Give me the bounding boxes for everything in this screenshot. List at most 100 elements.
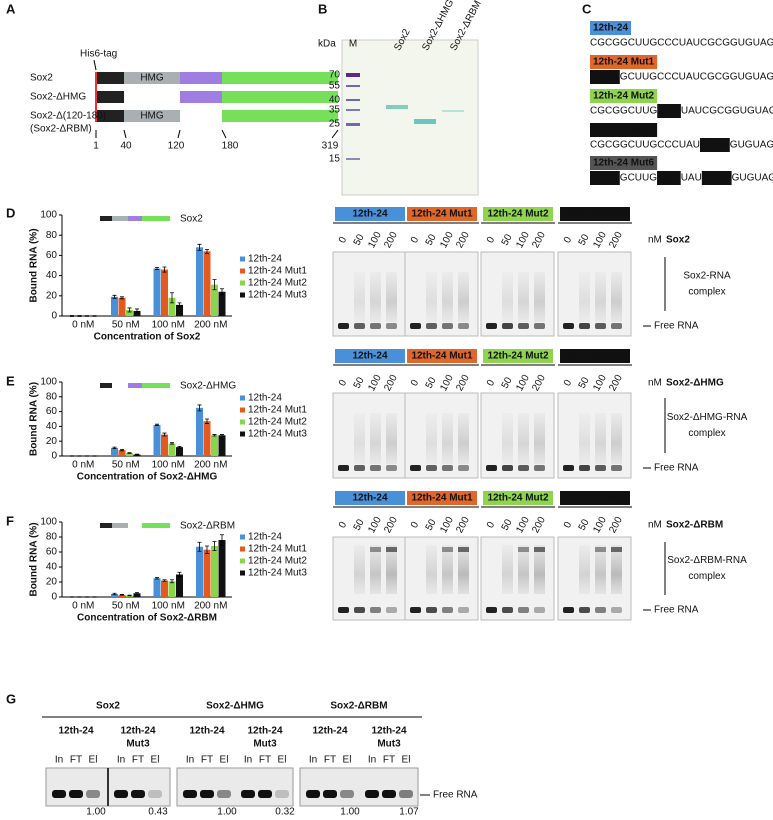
gel <box>176 767 294 807</box>
free-band <box>354 323 365 329</box>
probe-header: 12th-24 <box>352 209 387 220</box>
complex-smear <box>502 413 513 464</box>
lane-label: 50 <box>424 517 439 532</box>
gel <box>299 767 419 807</box>
lane-label: 0 <box>337 378 350 388</box>
quant-label: 0.32 <box>275 807 295 818</box>
schematic <box>112 216 128 221</box>
lane-label: El <box>402 755 411 766</box>
schematic <box>142 216 170 221</box>
complex-band <box>458 547 469 552</box>
legend-swatch <box>240 280 245 286</box>
free-band <box>458 323 469 329</box>
free-band <box>458 607 469 613</box>
complex-smear <box>386 545 397 594</box>
legend-swatch <box>240 534 245 540</box>
complex-smear <box>458 413 469 464</box>
error-bar <box>77 315 82 317</box>
legend-label: 12th-24 Mut3 <box>248 429 307 440</box>
lane-label: 100 <box>591 230 609 250</box>
sequence-name: 12th-24 <box>593 23 628 34</box>
free-band <box>426 323 437 329</box>
probe-header: 12th-24 Mut2 <box>487 493 549 504</box>
marker-size: 55 <box>329 81 341 92</box>
bar <box>118 594 126 597</box>
group-title: Sox2-ΔRBM <box>330 701 387 712</box>
rna-band <box>183 790 197 798</box>
complex-smear <box>579 272 590 322</box>
complex-smear <box>595 545 606 594</box>
lane-label: El <box>343 755 352 766</box>
complex-band <box>370 547 381 552</box>
protein-label: Sox2-ΔRBM <box>666 520 723 531</box>
probe-box <box>483 207 553 221</box>
bar <box>126 309 133 316</box>
error-bar <box>170 442 174 445</box>
quant-label: 1.00 <box>340 807 360 818</box>
probe-header: 12th-24 Mut3 <box>564 209 626 220</box>
lane-label: 0 <box>485 520 498 530</box>
name-box <box>590 55 658 69</box>
free-band <box>410 323 421 329</box>
lane-label: 50 <box>352 232 367 247</box>
bar <box>218 291 226 316</box>
x-tick-label: 50 nM <box>112 601 140 612</box>
x-axis-title: Concentration of Sox2-ΔHMG <box>77 472 218 483</box>
complex-smear <box>386 272 397 322</box>
schematic <box>142 383 170 388</box>
sequence-segment: UUU <box>658 173 680 184</box>
name-box <box>590 123 658 137</box>
probe-label: 12th-24 <box>371 726 406 737</box>
bar <box>133 593 141 597</box>
tag-label: His6-tag <box>80 49 117 60</box>
lane-label: 100 <box>366 373 384 393</box>
name-box <box>590 21 632 35</box>
free-band <box>486 607 497 613</box>
free-band <box>534 465 545 471</box>
lane-label: In <box>244 755 252 766</box>
rna-band <box>365 790 379 798</box>
lane-label: In <box>368 755 376 766</box>
bar <box>153 424 161 456</box>
rna-band <box>114 790 128 798</box>
protein-label: Sox2-ΔHMG <box>666 378 724 389</box>
probe-box <box>560 349 630 363</box>
legend-swatch <box>240 419 245 425</box>
lane-label: 200 <box>530 230 548 250</box>
free-band <box>338 323 349 329</box>
lane-label: 100 <box>514 373 532 393</box>
probe-box <box>335 207 405 221</box>
quant-label: 0.43 <box>148 807 168 818</box>
sequence-segment: UAUA <box>591 173 619 184</box>
name-box <box>590 89 658 103</box>
error-bar <box>197 541 202 552</box>
construct-label: Sox2-ΔHMG <box>30 92 86 103</box>
complex-smear <box>354 545 365 594</box>
complex-smear <box>426 272 437 322</box>
error-bar <box>155 423 159 427</box>
bar <box>161 269 168 316</box>
bar <box>218 435 226 456</box>
bar <box>168 297 176 316</box>
position-label: 40 <box>120 141 132 152</box>
probe-label: Mut3 <box>126 739 150 750</box>
legend-swatch <box>240 558 245 564</box>
error-bar <box>155 577 159 580</box>
lane-label: 50 <box>500 375 515 390</box>
complex-smear <box>426 413 437 464</box>
rna-band <box>200 790 214 798</box>
sequence-segment: UAUA <box>701 140 729 151</box>
lane-label: 50 <box>352 517 367 532</box>
chart-title: Sox2-ΔHMG <box>180 381 236 392</box>
complex-smear <box>595 413 606 464</box>
y-tick-label: 100 <box>40 517 57 528</box>
lane-label: 0 <box>485 235 498 245</box>
probe-box <box>560 207 630 221</box>
free-band <box>370 465 381 471</box>
x-tick-label: 100 nM <box>152 601 185 612</box>
free-band <box>486 465 497 471</box>
error-bar <box>155 267 159 270</box>
rna-band <box>340 790 354 798</box>
error-bar <box>135 308 139 314</box>
complex-smear <box>518 545 529 594</box>
